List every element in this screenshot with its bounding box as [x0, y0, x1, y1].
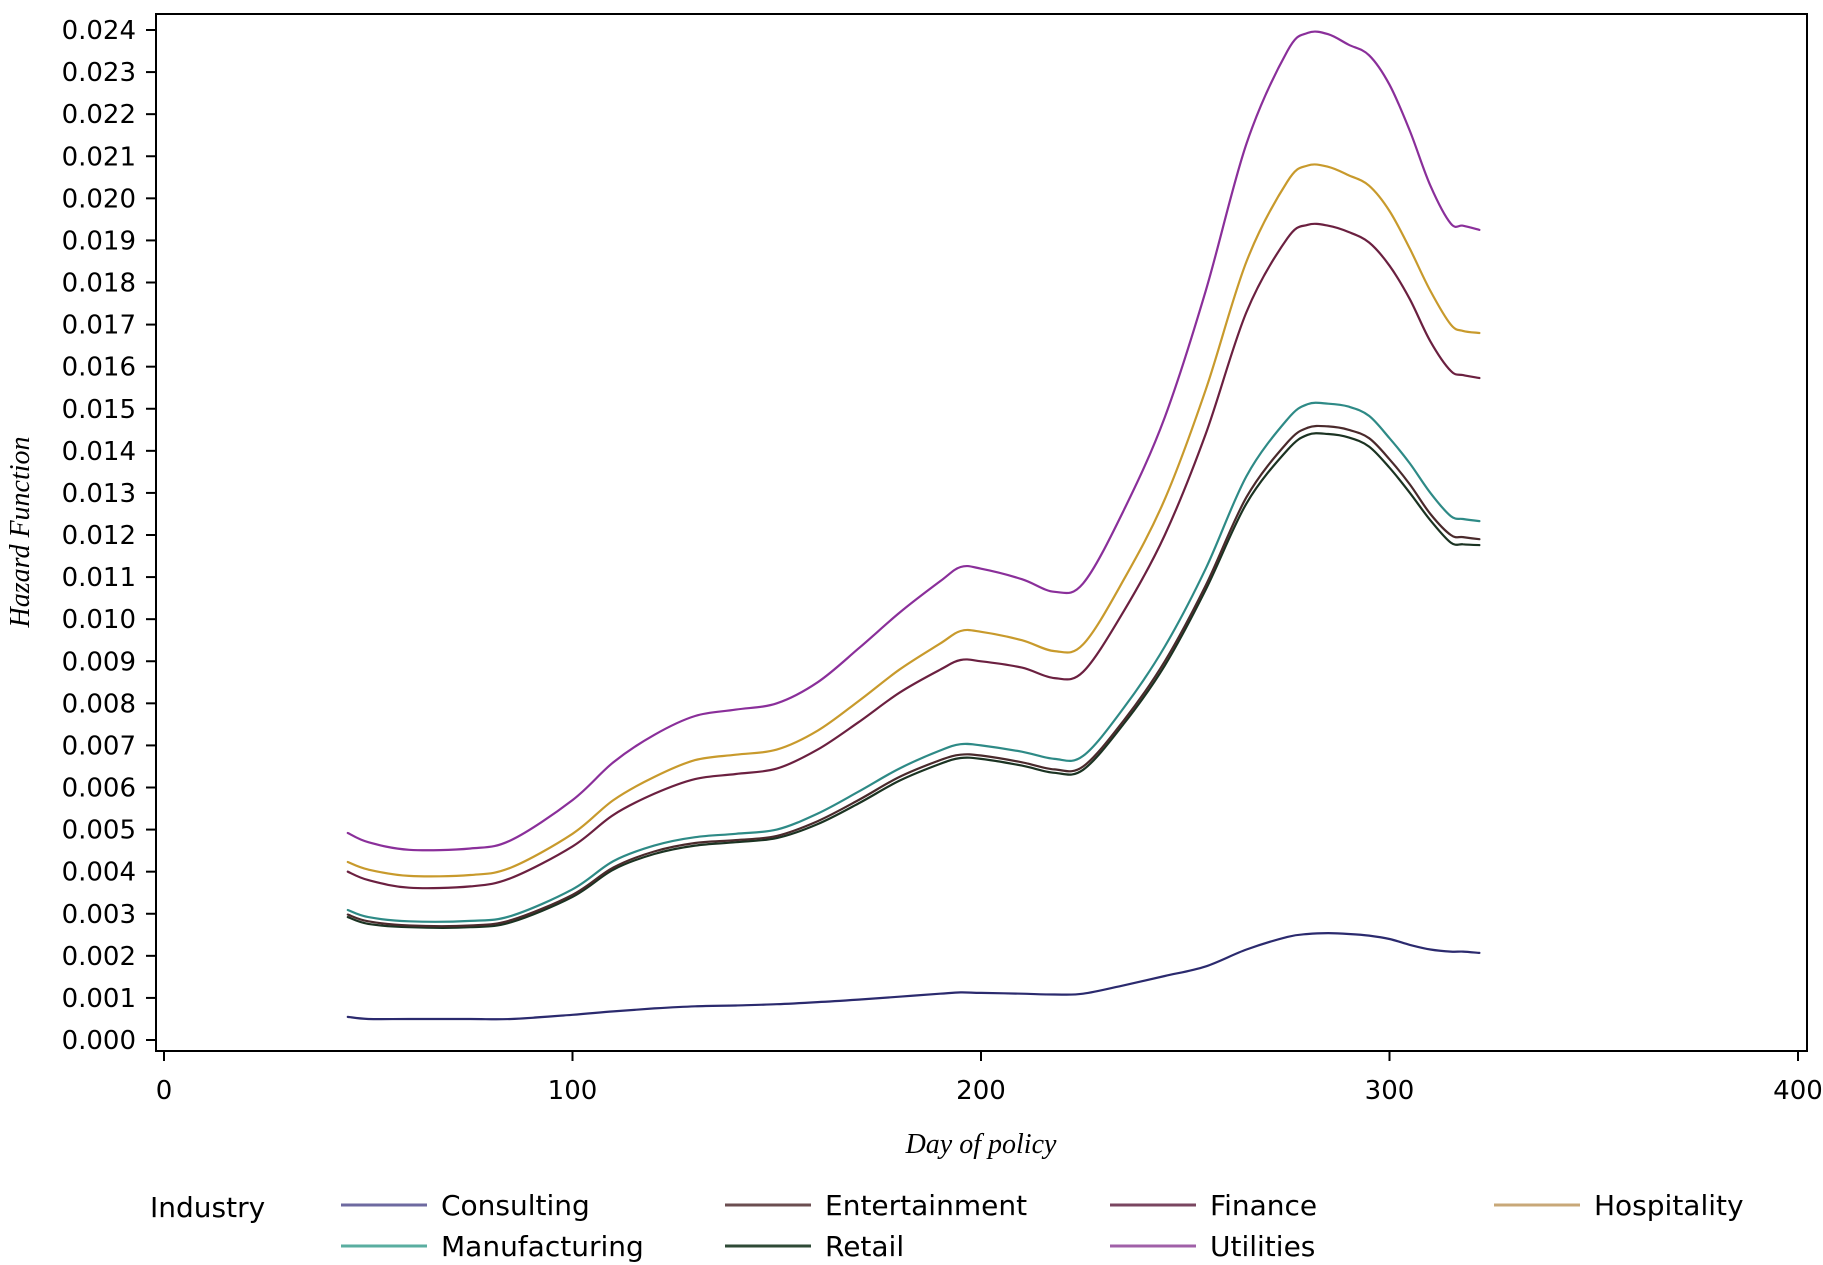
y-tick-label: 0.015 — [62, 395, 136, 425]
y-tick-label: 0.010 — [62, 605, 136, 635]
legend-label: Finance — [1210, 1189, 1317, 1222]
plot-frame — [155, 13, 1808, 1052]
x-axis: 0 100 200 300 400 — [156, 1051, 1823, 1106]
y-tick-label: 0.008 — [62, 689, 136, 719]
x-tick-label: 200 — [956, 1076, 1006, 1106]
y-tick-label: 0.013 — [62, 479, 136, 509]
y-tick-label: 0.003 — [62, 900, 136, 930]
y-tick-label: 0.004 — [62, 858, 136, 888]
legend-label: Hospitality — [1594, 1189, 1744, 1222]
x-tick-label: 100 — [548, 1076, 598, 1106]
legend-item-entertainment: Entertainment — [725, 1189, 1027, 1222]
legend-item-manufacturing: Manufacturing — [341, 1230, 644, 1263]
x-tick-label: 400 — [1773, 1076, 1823, 1106]
y-tick-label: 0.012 — [62, 521, 136, 551]
y-axis-title: Hazard Function — [5, 436, 36, 628]
legend-item-finance: Finance — [1110, 1189, 1317, 1222]
x-tick-label: 300 — [1365, 1076, 1415, 1106]
legend-label: Manufacturing — [441, 1230, 644, 1263]
series-line-hospitality — [346, 163, 1481, 878]
series-line-retail — [346, 432, 1481, 929]
y-tick-label: 0.011 — [62, 563, 136, 593]
series-line-consulting — [346, 932, 1481, 1021]
series-line-entertainment — [346, 424, 1481, 928]
legend-item-hospitality: Hospitality — [1494, 1189, 1744, 1222]
legend-item-utilities: Utilities — [1110, 1230, 1315, 1263]
y-tick-label: 0.014 — [62, 437, 136, 467]
y-tick-label: 0.023 — [62, 58, 136, 88]
legend-title: Industry — [150, 1191, 265, 1224]
legend-label: Utilities — [1210, 1230, 1315, 1263]
y-tick-label: 0.024 — [62, 16, 136, 46]
series-lines — [346, 30, 1481, 1021]
y-axis: 0.000 0.001 0.002 0.003 0.004 0.005 0.006 0.007… — [62, 16, 156, 1056]
y-tick-label: 0.019 — [62, 226, 136, 256]
y-tick-label: 0.006 — [62, 774, 136, 804]
x-axis-title: Day of policy — [905, 1129, 1057, 1160]
series-line-manufacturing — [346, 401, 1481, 923]
legend-label: Retail — [825, 1230, 904, 1263]
y-tick-label: 0.009 — [62, 647, 136, 677]
y-tick-label: 0.000 — [62, 1026, 136, 1056]
x-tick-label: 0 — [156, 1076, 173, 1106]
y-tick-label: 0.017 — [62, 311, 136, 341]
y-tick-label: 0.021 — [62, 142, 136, 172]
series-line-finance — [346, 222, 1481, 890]
legend-item-retail: Retail — [725, 1230, 904, 1263]
y-tick-label: 0.018 — [62, 269, 136, 299]
y-tick-label: 0.020 — [62, 184, 136, 214]
legend-label: Consulting — [441, 1189, 590, 1222]
legend-label: Entertainment — [825, 1189, 1027, 1222]
legend: Industry Consulting Entertainment Finance H… — [150, 1189, 1744, 1263]
legend-item-consulting: Consulting — [341, 1189, 590, 1222]
y-tick-label: 0.001 — [62, 984, 136, 1014]
series-line-utilities — [346, 30, 1481, 852]
y-tick-label: 0.005 — [62, 816, 136, 846]
y-tick-label: 0.016 — [62, 353, 136, 383]
y-tick-label: 0.007 — [62, 731, 136, 761]
y-tick-label: 0.022 — [62, 100, 136, 130]
y-tick-label: 0.002 — [62, 942, 136, 972]
